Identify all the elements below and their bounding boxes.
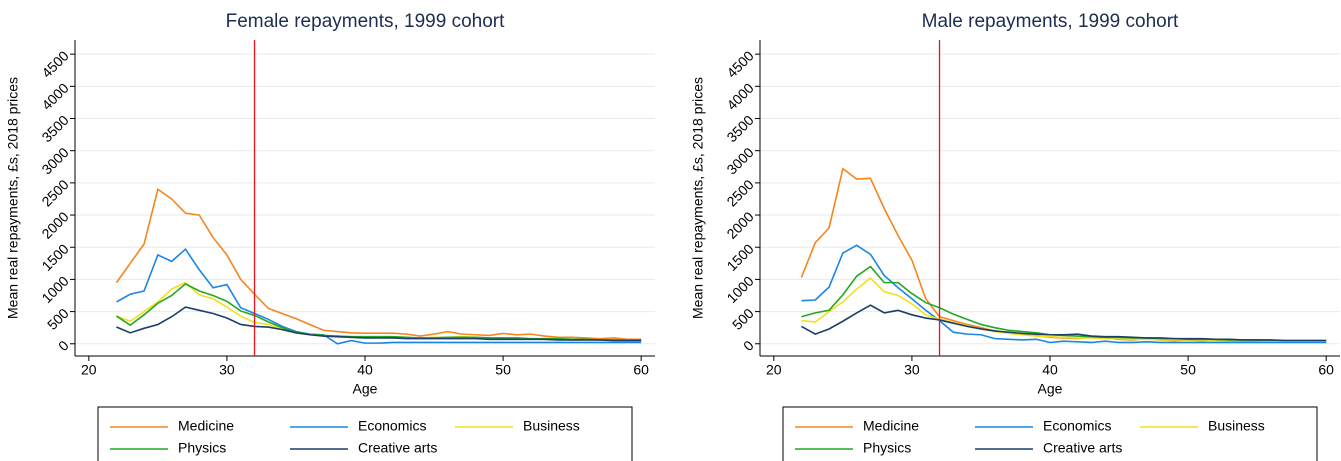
x-tick-label: 40	[1042, 362, 1058, 378]
x-tick-label: 20	[81, 362, 97, 378]
y-tick-label: 4000	[38, 80, 71, 113]
y-tick-label: 4500	[38, 47, 71, 80]
y-tick-label: 3000	[723, 144, 756, 177]
series-line	[116, 247, 642, 345]
y-tick-label: 4000	[723, 80, 756, 113]
x-tick-label: 60	[1318, 362, 1334, 378]
y-tick-label: 1500	[723, 241, 756, 274]
y-tick-label: 2500	[38, 176, 71, 209]
legend-label: Physics	[863, 440, 911, 456]
legend-box	[782, 406, 1318, 461]
legend-label: Creative arts	[358, 440, 437, 456]
y-tick-label: 1000	[38, 273, 71, 306]
x-tick-label: 40	[357, 362, 373, 378]
x-tick-label: 60	[633, 362, 649, 378]
x-axis-label: Age	[1038, 381, 1063, 397]
y-tick-label: 0	[740, 337, 757, 354]
x-axis-label: Age	[353, 381, 378, 397]
y-tick-label: 500	[729, 305, 757, 333]
y-tick-label: 3500	[723, 112, 756, 145]
y-tick-label: 0	[55, 337, 72, 354]
x-tick-label: 20	[766, 362, 782, 378]
legend-box	[97, 406, 633, 461]
x-tick-label: 30	[904, 362, 920, 378]
legend-label: Creative arts	[1043, 440, 1122, 456]
chart-panel: Female repayments, 1999 cohort 0 500100015…	[5, 11, 655, 461]
y-tick-label: 1500	[38, 241, 71, 274]
y-tick-label: 1000	[723, 273, 756, 306]
legend-label: Medicine	[863, 418, 919, 434]
legend-label: Medicine	[178, 418, 234, 434]
chart-panel: Male repayments, 1999 cohort 0 50010001500…	[690, 11, 1340, 461]
x-tick-label: 50	[1180, 362, 1196, 378]
series-line	[801, 265, 1327, 342]
y-tick-label: 2500	[723, 176, 756, 209]
legend-label: Business	[523, 418, 580, 434]
y-axis-label: Mean real repayments, £s, 2018 prices	[5, 77, 21, 319]
y-tick-label: 3500	[38, 112, 71, 145]
y-tick-label: 4500	[723, 47, 756, 80]
chart-title: Male repayments, 1999 cohort	[922, 11, 1179, 32]
y-axis-label: Mean real repayments, £s, 2018 prices	[690, 77, 706, 319]
series-line	[801, 244, 1327, 344]
legend-label: Business	[1208, 418, 1265, 434]
series-line	[116, 306, 642, 342]
y-tick-label: 2000	[38, 208, 71, 241]
series-line	[800, 167, 1327, 342]
legend-label: Economics	[1043, 418, 1111, 434]
y-tick-label: 3000	[38, 144, 71, 177]
series-line	[115, 187, 642, 341]
legend-label: Economics	[358, 418, 426, 434]
y-tick-label: 500	[44, 305, 72, 333]
x-tick-label: 30	[219, 362, 235, 378]
chart-title: Female repayments, 1999 cohort	[226, 11, 506, 32]
series-line	[115, 282, 642, 341]
series-line	[801, 304, 1327, 342]
y-tick-label: 2000	[723, 208, 756, 241]
x-tick-label: 50	[495, 362, 511, 378]
legend-label: Physics	[178, 440, 226, 456]
